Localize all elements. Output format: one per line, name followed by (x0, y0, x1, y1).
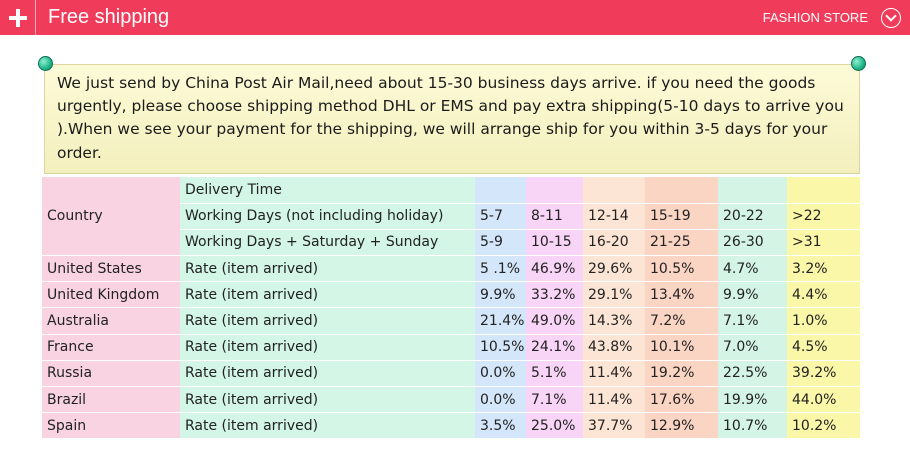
rate-value-cell: 29.6% (583, 255, 645, 283)
rate-value-cell: 33.2% (526, 281, 583, 309)
rate-value-cell: 10.7% (718, 412, 787, 440)
rate-value-cell: 4.4% (787, 281, 860, 309)
range-cell: 12-14 (583, 203, 645, 230)
rate-value-cell: 14.3% (583, 307, 645, 335)
rate-value-cell: 7.2% (645, 307, 718, 335)
delivery-time-header: Delivery Time (180, 177, 475, 204)
rate-value-cell: 19.9% (718, 386, 787, 414)
rate-value-cell: 9.9% (475, 281, 526, 309)
range-cell: 8-11 (526, 203, 583, 230)
range-cell: >31 (787, 229, 860, 257)
rate-value-cell: 4.5% (787, 334, 860, 361)
rate-value-cell: 22.5% (718, 360, 787, 388)
rate-value-cell: 43.8% (583, 334, 645, 361)
working-days-weekend-row: Working Days + Saturday + Sunday 5-9 10-… (42, 229, 860, 257)
working-days-label: Working Days (not including holiday) (180, 203, 475, 230)
rate-value-cell: 19.2% (645, 360, 718, 388)
rate-value-cell: 13.4% (645, 281, 718, 309)
pin-icon (38, 56, 53, 71)
table-row: France Rate (item arrived) 10.5% 24.1% 43.8%… (42, 334, 860, 361)
rate-value-cell: 11.4% (583, 360, 645, 388)
range-cell: 26-30 (718, 229, 787, 257)
rate-label-cell: Rate (item arrived) (180, 386, 475, 414)
country-cell: Brazil (42, 386, 180, 414)
rate-value-cell: 7.1% (526, 386, 583, 414)
rate-value-cell: 9.9% (718, 281, 787, 309)
table-header-row: Country Delivery Time (42, 177, 860, 257)
rate-label-cell: Rate (item arrived) (180, 360, 475, 388)
country-cell: France (42, 334, 180, 361)
country-cell: Russia (42, 360, 180, 388)
rate-value-cell: 1.0% (787, 307, 860, 335)
rate-value-cell: 7.0% (718, 334, 787, 361)
rate-value-cell: 37.7% (583, 412, 645, 440)
country-cell: Australia (42, 307, 180, 335)
store-link[interactable]: FASHION STORE (762, 10, 868, 25)
rate-value-cell: 24.1% (526, 334, 583, 361)
expand-button[interactable] (0, 0, 36, 35)
chevron-down-icon[interactable] (881, 8, 901, 28)
table-row: Brazil Rate (item arrived) 0.0% 7.1% 11.4% 17… (42, 386, 860, 414)
rate-value-cell: 10.5% (475, 334, 526, 361)
rate-value-cell: 0.0% (475, 360, 526, 388)
table-row: United Kingdom Rate (item arrived) 9.9% 33.… (42, 281, 860, 309)
rate-value-cell: 17.6% (645, 386, 718, 414)
country-cell: United Kingdom (42, 281, 180, 309)
range-cell: 16-20 (583, 229, 645, 257)
working-days-row: Working Days (not including holiday) 5-7… (42, 203, 860, 230)
table-row: Spain Rate (item arrived) 3.5% 25.0% 37.7% 12… (42, 412, 860, 440)
range-cell: 21-25 (645, 229, 718, 257)
country-cell: Spain (42, 412, 180, 440)
rate-value-cell: 5.1% (526, 360, 583, 388)
rate-value-cell: 4.7% (718, 255, 787, 283)
country-header: Country (42, 177, 180, 257)
range-cell: 15-19 (645, 203, 718, 230)
header-bar: Free shipping FASHION STORE (0, 0, 910, 35)
rate-value-cell: 39.2% (787, 360, 860, 388)
pin-icon (851, 56, 866, 71)
table-row: Russia Rate (item arrived) 0.0% 5.1% 11.4% 19… (42, 360, 860, 388)
rate-value-cell: 3.5% (475, 412, 526, 440)
table-row: Australia Rate (item arrived) 21.4% 49.0% 14… (42, 307, 860, 335)
rate-value-cell: 49.0% (526, 307, 583, 335)
range-cell: 5-7 (475, 203, 526, 230)
range-cell: >22 (787, 203, 860, 230)
range-cell: 10-15 (526, 229, 583, 257)
rate-label-cell: Rate (item arrived) (180, 334, 475, 361)
rate-value-cell: 5 .1% (475, 255, 526, 283)
rate-value-cell: 29.1% (583, 281, 645, 309)
rate-value-cell: 10.5% (645, 255, 718, 283)
rate-value-cell: 7.1% (718, 307, 787, 335)
rate-value-cell: 12.9% (645, 412, 718, 440)
rate-value-cell: 11.4% (583, 386, 645, 414)
working-days-weekend-label: Working Days + Saturday + Sunday (180, 229, 475, 257)
shipping-note: We just send by China Post Air Mail,need… (38, 56, 866, 174)
rate-value-cell: 44.0% (787, 386, 860, 414)
rate-value-cell: 10.1% (645, 334, 718, 361)
delivery-rate-table: Country Delivery Time Working Days (not … (42, 177, 860, 440)
rate-value-cell: 0.0% (475, 386, 526, 414)
plus-icon (8, 8, 27, 27)
range-cell: 5-9 (475, 229, 526, 257)
range-cell: 20-22 (718, 203, 787, 230)
rate-label-cell: Rate (item arrived) (180, 412, 475, 440)
table-row: United States Rate (item arrived) 5 .1% 46.… (42, 255, 860, 283)
shipping-note-text: We just send by China Post Air Mail,need… (44, 64, 860, 174)
rate-value-cell: 3.2% (787, 255, 860, 283)
rate-label-cell: Rate (item arrived) (180, 307, 475, 335)
country-cell: United States (42, 255, 180, 283)
page-title: Free shipping (48, 6, 170, 28)
rate-value-cell: 25.0% (526, 412, 583, 440)
rate-value-cell: 21.4% (475, 307, 526, 335)
rate-value-cell: 10.2% (787, 412, 860, 440)
rate-value-cell: 46.9% (526, 255, 583, 283)
rate-label-cell: Rate (item arrived) (180, 255, 475, 283)
rate-label-cell: Rate (item arrived) (180, 281, 475, 309)
